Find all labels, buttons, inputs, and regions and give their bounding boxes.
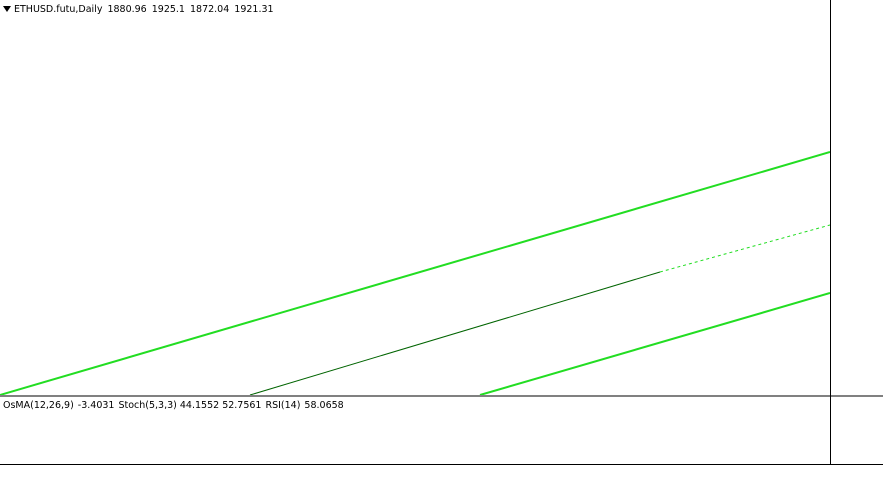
trendlines [0, 151, 830, 395]
channel-lower [479, 292, 830, 395]
trend-mid [249, 271, 661, 395]
symbol-icon [3, 6, 11, 12]
symbol: ETHUSD.futu,Daily [14, 4, 103, 15]
high: 1925.1 [152, 4, 185, 15]
indicator-header: OsMA(12,26,9) -3.4031 Stoch(5,3,3) 44.1552… [3, 400, 344, 411]
chart-header: ETHUSD.futu,Daily 1880.96 1925.1 1872.04 192… [14, 4, 274, 15]
osma-last: -3.4031 [78, 400, 115, 411]
trend-mid-projection [659, 224, 830, 273]
open: 1880.96 [107, 4, 146, 15]
stoch-label: Stoch(5,3,3) 44.1552 52.7561 [118, 400, 261, 411]
close: 1921.31 [234, 4, 273, 15]
low: 1872.04 [190, 4, 229, 15]
rsi-label: RSI(14) [265, 400, 300, 411]
channel-upper [0, 151, 830, 395]
osma-label: OsMA(12,26,9) [3, 400, 74, 411]
rsi-last: 58.0658 [304, 400, 343, 411]
